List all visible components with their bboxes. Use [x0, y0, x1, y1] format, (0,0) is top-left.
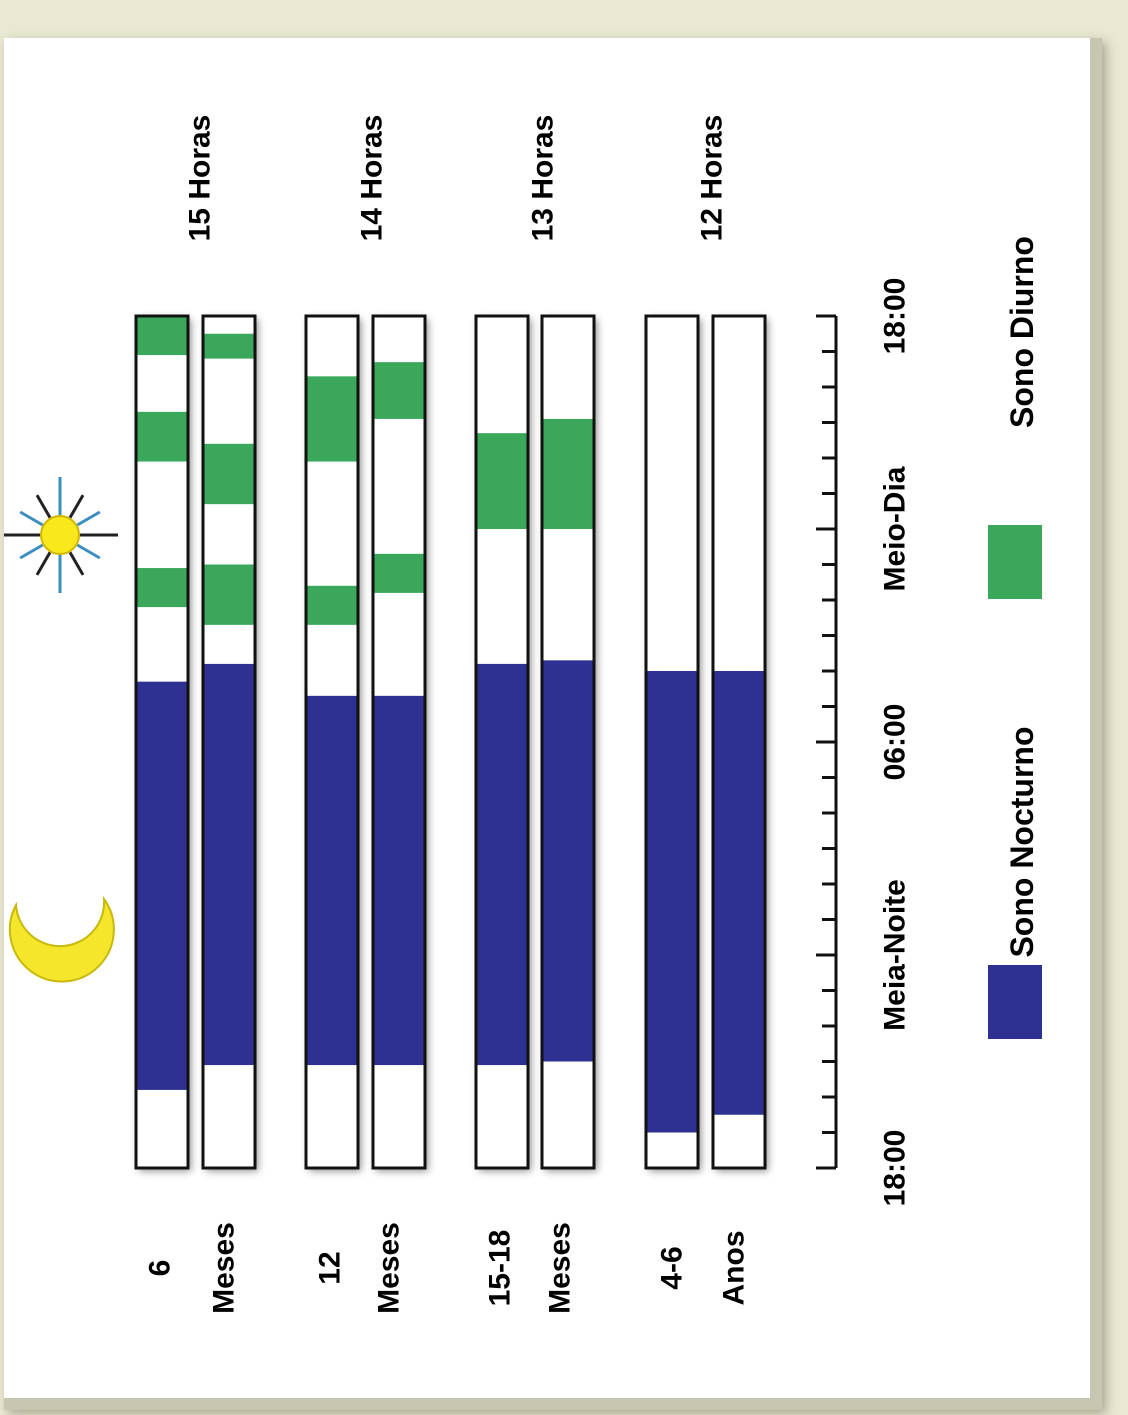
bar-outline	[134, 314, 190, 1170]
day-sleep-segment	[306, 585, 358, 625]
age-label: Meses	[544, 1222, 577, 1314]
axis-tick-label: Meio-Dia	[879, 466, 912, 591]
night-sleep-segment	[542, 660, 594, 1062]
total-hours-label: 13 Horas	[527, 115, 560, 242]
day-sleep-segment	[476, 433, 528, 529]
sun-ray	[19, 510, 44, 527]
legend-swatch-night	[988, 965, 1042, 1039]
day-sleep-segment	[136, 316, 188, 356]
axis-tick-label: 06:00	[879, 704, 912, 781]
sun-ray	[19, 543, 44, 560]
moon-icon	[8, 895, 115, 983]
night-sleep-segment	[373, 695, 425, 1066]
legend-label: Sono Nocturno	[1004, 726, 1040, 957]
bar-outline	[540, 314, 596, 1170]
axis-tick-label: 18:00	[879, 278, 912, 355]
legend-swatch-day	[988, 525, 1042, 599]
night-sleep-segment	[476, 663, 528, 1066]
age-label: Anos	[718, 1231, 751, 1306]
bar-outline	[371, 314, 427, 1170]
total-hours-label: 14 Horas	[356, 115, 389, 242]
age-label: 4-6	[656, 1246, 689, 1289]
day-sleep-segment	[136, 411, 188, 462]
sun-ray	[68, 551, 85, 576]
night-sleep-segment	[306, 695, 358, 1066]
day-sleep-segment	[306, 376, 358, 462]
sun-ray	[68, 494, 85, 519]
bar-outline	[474, 314, 530, 1170]
day-sleep-segment	[203, 443, 255, 505]
axis-tick-label: Meia-Noite	[879, 879, 912, 1031]
bar-outline	[201, 314, 257, 1170]
axis-tick-label: 18:00	[879, 1130, 912, 1207]
total-hours-label: 12 Horas	[696, 115, 729, 242]
day-sleep-segment	[136, 568, 188, 608]
age-label: Meses	[373, 1222, 406, 1314]
day-sleep-segment	[373, 362, 425, 419]
night-sleep-segment	[646, 671, 698, 1133]
age-label: 12	[314, 1251, 347, 1284]
sleep-chart: 6 Meses 15 Horas 12 Meses 14 Horas 15-18 Meses 1…	[4, 115, 1042, 1314]
night-sleep-segment	[136, 681, 188, 1090]
day-sleep-segment	[203, 564, 255, 625]
sun-ray	[76, 510, 101, 527]
day-sleep-segment	[542, 418, 594, 529]
bar-outline	[644, 314, 700, 1170]
age-label: Meses	[208, 1222, 241, 1314]
age-label: 6	[144, 1260, 177, 1277]
sun-icon	[4, 477, 118, 593]
sun-ray	[76, 543, 101, 560]
sun-disc	[40, 515, 80, 555]
bar-outline	[304, 314, 360, 1170]
total-hours-label: 15 Horas	[184, 115, 217, 242]
sun-ray	[35, 551, 52, 576]
legend-label: Sono Diurno	[1004, 236, 1040, 428]
night-sleep-segment	[203, 663, 255, 1066]
chart-panel: 6 Meses 15 Horas 12 Meses 14 Horas 15-18 Meses 1…	[4, 38, 1102, 1410]
day-sleep-segment	[203, 333, 255, 359]
age-label: 15-18	[484, 1230, 517, 1307]
bar-outline	[711, 314, 767, 1170]
day-sleep-segment	[373, 553, 425, 593]
night-sleep-segment	[713, 671, 765, 1115]
sun-ray	[35, 494, 52, 519]
